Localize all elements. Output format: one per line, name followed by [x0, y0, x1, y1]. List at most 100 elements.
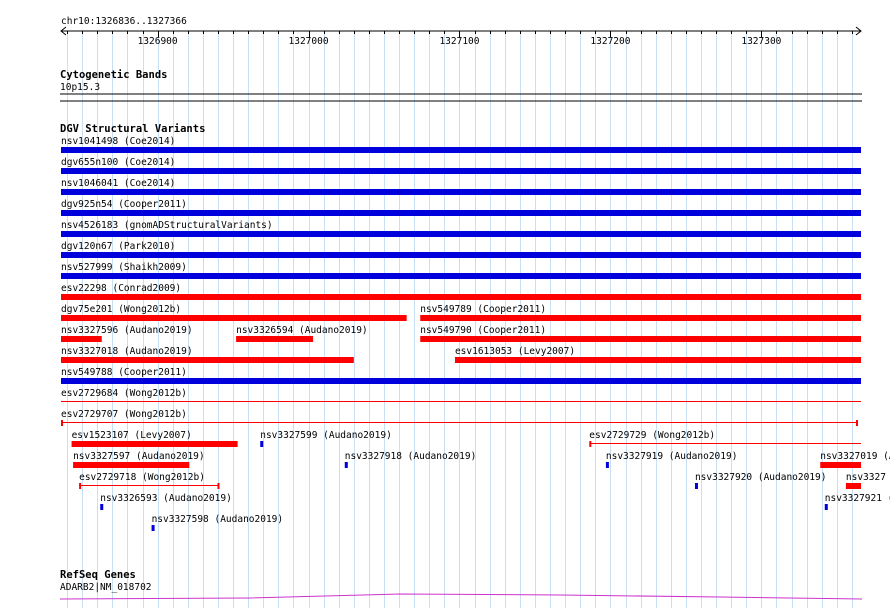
- sv-feature-bar[interactable]: [71, 441, 238, 447]
- sv-feature-bar[interactable]: [61, 168, 861, 174]
- sv-feature[interactable]: dgv75e201 (Wong2012b): [61, 304, 407, 321]
- sv-feature-label: esv2729684 (Wong2012b): [61, 388, 187, 399]
- sv-feature-line[interactable]: [61, 422, 858, 423]
- sv-feature[interactable]: nsv549788 (Cooper2011): [61, 367, 861, 384]
- sv-feature-label: dgv75e201 (Wong2012b): [61, 304, 181, 315]
- sv-feature-tick[interactable]: [694, 483, 698, 489]
- sv-feature-bar[interactable]: [61, 231, 861, 237]
- refseq-track-title: RefSeq Genes: [60, 569, 136, 581]
- sv-feature[interactable]: nsv3326594 (Audano2019): [236, 325, 368, 342]
- sv-feature-label: nsv1041498 (Coe2014): [61, 136, 175, 147]
- ruler-tick-label: 1327000: [289, 36, 329, 47]
- sv-feature[interactable]: nsv3327: [845, 472, 886, 489]
- sv-feature-bar[interactable]: [420, 315, 861, 321]
- sv-feature[interactable]: esv2729729 (Wong2012b): [589, 430, 861, 447]
- sv-feature-bar[interactable]: [61, 147, 861, 153]
- sv-feature-bar[interactable]: [73, 462, 190, 468]
- sv-feature[interactable]: nsv3327018 (Audano2019): [61, 346, 354, 363]
- dgv-features[interactable]: nsv1041498 (Coe2014) dgv655n100 (Coe2014)…: [61, 136, 890, 531]
- sv-feature-label: nsv3327919 (Audano2019): [606, 451, 738, 462]
- sv-feature-tick[interactable]: [260, 441, 264, 447]
- gene-intron-line[interactable]: [59, 593, 863, 600]
- gene-label[interactable]: ADARB2|NM_018702: [60, 582, 152, 593]
- sv-feature-tick[interactable]: [100, 504, 104, 510]
- sv-feature-bar[interactable]: [61, 378, 861, 384]
- sv-feature[interactable]: esv1613053 (Levy2007): [454, 346, 861, 363]
- sv-feature[interactable]: nsv3327598 (Audano2019): [151, 514, 284, 531]
- sv-feature[interactable]: nsv4526183 (gnomADStructuralVariants): [61, 220, 861, 237]
- sv-feature[interactable]: esv22298 (Conrad2009): [61, 283, 861, 300]
- scroll-left-arrow-icon[interactable]: [60, 26, 67, 36]
- sv-feature[interactable]: nsv3327921 (: [824, 493, 890, 510]
- sv-feature[interactable]: esv1523107 (Levy2007): [71, 430, 238, 447]
- sv-feature-line[interactable]: [79, 485, 220, 486]
- sv-feature-bar[interactable]: [61, 336, 102, 342]
- sv-feature-tick[interactable]: [605, 462, 609, 468]
- sv-feature-label: nsv1046041 (Coe2014): [61, 178, 175, 189]
- sv-feature-label: nsv527999 (Shaikh2009): [61, 262, 187, 273]
- sv-feature-bar[interactable]: [61, 273, 861, 279]
- sv-feature[interactable]: nsv3327019 (Audano2019): [820, 451, 890, 468]
- sv-feature-line[interactable]: [589, 443, 861, 444]
- sv-feature-bar[interactable]: [61, 294, 861, 300]
- refseq-track[interactable]: RefSeq Genes ADARB2|NM_018702: [59, 569, 863, 600]
- sv-feature[interactable]: nsv1046041 (Coe2014): [61, 178, 861, 195]
- scroll-right-arrow-icon[interactable]: [855, 26, 862, 36]
- sv-feature-label: nsv3327598 (Audano2019): [152, 514, 284, 525]
- sv-feature[interactable]: dgv120n67 (Park2010): [61, 241, 861, 258]
- sv-feature-bar[interactable]: [454, 357, 861, 363]
- ruler-tick-label: 1326900: [138, 36, 178, 47]
- dgv-track-title: DGV Structural Variants: [60, 123, 205, 135]
- sv-feature[interactable]: nsv3327919 (Audano2019): [605, 451, 738, 468]
- cytoband-label: 10p15.3: [60, 82, 100, 93]
- sv-feature[interactable]: nsv3327599 (Audano2019): [260, 430, 392, 447]
- sv-feature-tick[interactable]: [344, 462, 348, 468]
- sv-feature-label: nsv3327921 (: [825, 493, 890, 504]
- sv-feature[interactable]: nsv1041498 (Coe2014): [61, 136, 861, 153]
- sv-feature[interactable]: nsv527999 (Shaikh2009): [61, 262, 861, 279]
- sv-feature[interactable]: dgv655n100 (Coe2014): [61, 157, 861, 174]
- region-label: chr10:1326836..1327366: [61, 16, 187, 27]
- sv-feature[interactable]: dgv925n54 (Cooper2011): [61, 199, 861, 216]
- sv-feature-tick[interactable]: [151, 525, 155, 531]
- sv-feature[interactable]: nsv3327597 (Audano2019): [73, 451, 205, 468]
- sv-feature[interactable]: esv2729707 (Wong2012b): [61, 409, 858, 426]
- sv-feature-bar[interactable]: [61, 252, 861, 258]
- sv-feature-line[interactable]: [61, 401, 861, 402]
- sv-feature-bar[interactable]: [236, 336, 314, 342]
- sv-feature-label: nsv3327018 (Audano2019): [61, 346, 193, 357]
- sv-feature[interactable]: nsv3327920 (Audano2019): [694, 472, 827, 489]
- sv-feature[interactable]: nsv3327918 (Audano2019): [344, 451, 477, 468]
- sv-feature-tick[interactable]: [824, 504, 828, 510]
- sv-feature[interactable]: nsv3326593 (Audano2019): [100, 493, 232, 510]
- ruler[interactable]: chr10:1326836..1327366 1326900 1327000 132…: [60, 16, 862, 47]
- sv-feature-bar[interactable]: [61, 357, 354, 363]
- sv-feature[interactable]: nsv549790 (Cooper2011): [420, 325, 861, 342]
- cytoband-track[interactable]: Cytogenetic Bands 10p15.3: [60, 69, 862, 102]
- sv-feature[interactable]: esv2729684 (Wong2012b): [61, 388, 861, 402]
- sv-feature-bar[interactable]: [61, 210, 861, 216]
- sv-feature-label: dgv120n67 (Park2010): [61, 241, 175, 252]
- sv-feature-cap-end: [217, 483, 220, 489]
- sv-feature-label: nsv3327019 (Audano2019): [820, 451, 890, 462]
- sv-feature-label: nsv3326593 (Audano2019): [100, 493, 232, 504]
- sv-feature-bar[interactable]: [61, 315, 407, 321]
- sv-feature-label: esv1613053 (Levy2007): [455, 346, 575, 357]
- sv-feature-label: esv22298 (Conrad2009): [61, 283, 181, 294]
- sv-feature-bar[interactable]: [845, 483, 861, 489]
- sv-feature-bar[interactable]: [61, 189, 861, 195]
- sv-feature-label: nsv3327920 (Audano2019): [695, 472, 827, 483]
- sv-feature[interactable]: nsv549789 (Cooper2011): [420, 304, 861, 321]
- sv-feature-bar[interactable]: [820, 462, 861, 468]
- ruler-tick-label: 1327100: [439, 36, 479, 47]
- sv-feature-label: esv2729718 (Wong2012b): [79, 472, 205, 483]
- sv-feature-label: nsv3327597 (Audano2019): [73, 451, 205, 462]
- sv-feature[interactable]: nsv3327596 (Audano2019): [61, 325, 193, 342]
- sv-feature-label: nsv3327596 (Audano2019): [61, 325, 193, 336]
- sv-feature-bar[interactable]: [420, 336, 861, 342]
- sv-feature-label: nsv3327918 (Audano2019): [345, 451, 477, 462]
- sv-feature[interactable]: esv2729718 (Wong2012b): [79, 472, 220, 489]
- dgv-track[interactable]: DGV Structural Variants nsv1041498 (Coe2…: [60, 123, 890, 531]
